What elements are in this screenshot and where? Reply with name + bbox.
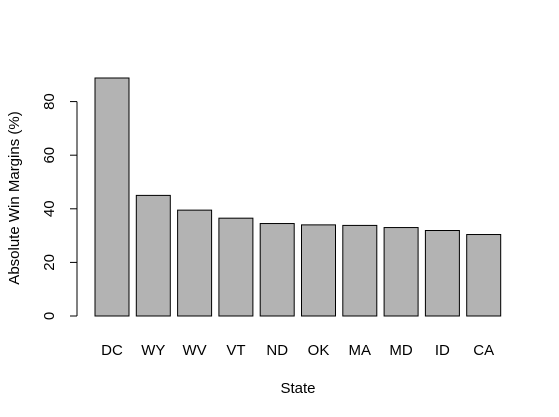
x-tick-label-id: ID xyxy=(435,342,450,359)
y-tick-label-0: 0 xyxy=(41,312,58,320)
x-axis-title: State xyxy=(280,380,315,397)
x-tick-label-ok: OK xyxy=(308,342,330,359)
x-tick-label-vt: VT xyxy=(226,342,245,359)
bar-ca xyxy=(466,234,502,317)
x-tick-label-wy: WY xyxy=(141,342,165,359)
x-tick-label-ca: CA xyxy=(473,342,494,359)
bars-group xyxy=(94,77,502,317)
bar-nd xyxy=(259,223,295,317)
x-tick-label-ma: MA xyxy=(349,342,372,359)
y-tick-label-80: 80 xyxy=(41,93,58,110)
bar-md xyxy=(383,227,419,317)
x-tick-label-md: MD xyxy=(389,342,412,359)
bar-wv xyxy=(177,209,213,317)
x-tick-label-dc: DC xyxy=(101,342,123,359)
x-tick-labels: DC WY WV VT ND OK MA MD ID CA xyxy=(101,342,494,359)
y-axis-title: Absolute Win Margins (%) xyxy=(6,111,23,284)
x-tick-label-wv: WV xyxy=(183,342,207,359)
y-tick-label-20: 20 xyxy=(41,254,58,271)
bar-vt xyxy=(218,217,254,317)
bar-id xyxy=(424,230,460,317)
x-tick-label-nd: ND xyxy=(266,342,288,359)
bar-ok xyxy=(301,224,336,317)
bar-wy xyxy=(135,194,171,317)
y-axis: 0 20 40 60 80 xyxy=(41,93,78,320)
y-tick-label-60: 60 xyxy=(41,147,58,164)
y-tick-label-40: 40 xyxy=(41,200,58,217)
bar-ma xyxy=(342,224,378,317)
bar-dc xyxy=(94,77,130,317)
